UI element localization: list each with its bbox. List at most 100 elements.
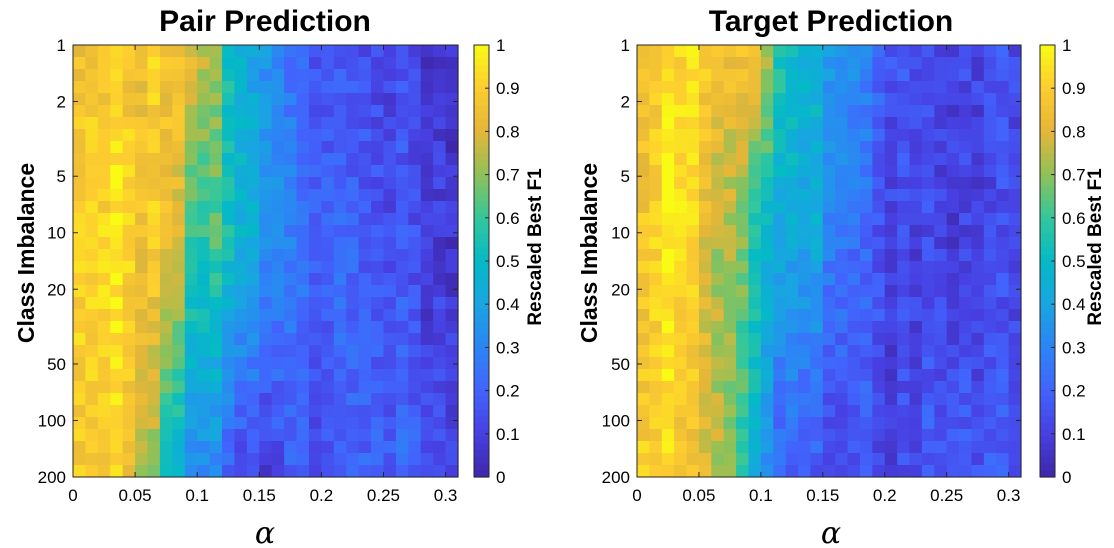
heatmap-cell bbox=[686, 429, 700, 442]
heatmap-cell bbox=[73, 141, 87, 154]
heatmap-cell bbox=[760, 117, 774, 130]
heatmap-cell bbox=[698, 57, 712, 70]
heatmap-cell bbox=[147, 213, 161, 226]
heatmap-cell bbox=[209, 405, 223, 418]
heatmap-cell bbox=[383, 201, 397, 214]
heatmap-cell bbox=[748, 165, 762, 178]
heatmap-cell bbox=[1008, 297, 1022, 310]
heatmap-cell bbox=[135, 309, 149, 322]
heatmap-cell bbox=[897, 177, 911, 190]
heatmap-cell bbox=[184, 201, 198, 214]
heatmap-cell bbox=[996, 417, 1010, 430]
heatmap-cell bbox=[996, 393, 1010, 406]
heatmap-cell bbox=[259, 201, 273, 214]
heatmap-cell bbox=[172, 45, 186, 58]
heatmap-cell bbox=[408, 165, 422, 178]
heatmap-cell bbox=[1008, 165, 1022, 178]
heatmap-cell bbox=[946, 429, 960, 442]
heatmap-cell bbox=[686, 117, 700, 130]
heatmap-cell bbox=[209, 309, 223, 322]
heatmap-cell bbox=[172, 285, 186, 298]
heatmap-cell bbox=[321, 141, 335, 154]
heatmap-cell bbox=[921, 381, 935, 394]
heatmap-cell bbox=[184, 345, 198, 358]
heatmap-cell bbox=[433, 129, 447, 142]
heatmap-cell bbox=[674, 237, 688, 250]
heatmap-cell bbox=[110, 213, 124, 226]
heatmap-cell bbox=[798, 297, 812, 310]
heatmap-cell bbox=[296, 273, 310, 286]
heatmap-cell bbox=[85, 57, 99, 70]
heatmap-cell bbox=[259, 105, 273, 118]
heatmap-cell bbox=[172, 153, 186, 166]
heatmap-cell bbox=[147, 453, 161, 466]
heatmap-cell bbox=[271, 93, 285, 106]
colorbar-swatch bbox=[474, 65, 489, 73]
heatmap-cell bbox=[135, 237, 149, 250]
heatmap-cell bbox=[358, 93, 372, 106]
heatmap-cell bbox=[748, 453, 762, 466]
heatmap-cell bbox=[723, 345, 737, 358]
colorbar-swatch bbox=[474, 146, 489, 154]
heatmap-cell bbox=[222, 177, 236, 190]
colorbar-swatch bbox=[1040, 389, 1055, 397]
heatmap-cell bbox=[773, 429, 787, 442]
heatmap-cell bbox=[420, 45, 434, 58]
heatmap-cell bbox=[847, 105, 861, 118]
heatmap-cell bbox=[271, 237, 285, 250]
colorbar-swatch bbox=[1040, 261, 1055, 269]
heatmap-cell bbox=[209, 285, 223, 298]
heatmap-cell bbox=[147, 465, 161, 478]
heatmap-cell bbox=[209, 45, 223, 58]
heatmap-cell bbox=[333, 429, 347, 442]
heatmap-cell bbox=[959, 45, 973, 58]
heatmap-cell bbox=[222, 285, 236, 298]
heatmap-cell bbox=[773, 117, 787, 130]
heatmap-cell bbox=[420, 321, 434, 334]
heatmap-cell bbox=[661, 237, 675, 250]
heatmap-cell bbox=[159, 117, 173, 130]
heatmap-cell bbox=[748, 333, 762, 346]
heatmap-cell bbox=[996, 273, 1010, 286]
heatmap-cell bbox=[748, 393, 762, 406]
colorbar-swatch bbox=[474, 267, 489, 276]
heatmap-cell bbox=[184, 309, 198, 322]
heatmap-cell bbox=[748, 465, 762, 478]
heatmap-cell bbox=[897, 237, 911, 250]
heatmap-cell bbox=[897, 357, 911, 370]
heatmap-cell bbox=[73, 441, 87, 454]
heatmap-cell bbox=[847, 357, 861, 370]
heatmap-cell bbox=[921, 225, 935, 238]
heatmap-cell bbox=[383, 429, 397, 442]
heatmap-cell bbox=[383, 57, 397, 70]
heatmap-cell bbox=[996, 321, 1010, 334]
heatmap-cell bbox=[847, 237, 861, 250]
heatmap-cell bbox=[209, 333, 223, 346]
heatmap-cell bbox=[333, 285, 347, 298]
heatmap-cell bbox=[822, 45, 836, 58]
heatmap-cell bbox=[822, 177, 836, 190]
heatmap-cell bbox=[835, 201, 849, 214]
heatmap-cell bbox=[85, 405, 99, 418]
heatmap-cell bbox=[686, 225, 700, 238]
heatmap-cell bbox=[909, 165, 923, 178]
heatmap-cell bbox=[983, 393, 997, 406]
colorbar-swatch bbox=[474, 342, 489, 350]
heatmap-cell bbox=[222, 381, 236, 394]
heatmap-cell bbox=[711, 345, 725, 358]
colorbar-swatch bbox=[474, 308, 489, 316]
heatmap-cell bbox=[835, 57, 849, 70]
heatmap-cell bbox=[296, 357, 310, 370]
heatmap-cell bbox=[395, 273, 409, 286]
heatmap-cell bbox=[859, 213, 873, 226]
heatmap-cell bbox=[835, 69, 849, 82]
heatmap-cell bbox=[371, 441, 385, 454]
heatmap-cell bbox=[897, 141, 911, 154]
heatmap-cell bbox=[971, 105, 985, 118]
heatmap-cell bbox=[284, 153, 298, 166]
heatmap-cell bbox=[222, 321, 236, 334]
heatmap-cell bbox=[884, 117, 898, 130]
heatmap-cell bbox=[197, 153, 211, 166]
heatmap-cell bbox=[847, 345, 861, 358]
heatmap-cell bbox=[110, 465, 124, 478]
